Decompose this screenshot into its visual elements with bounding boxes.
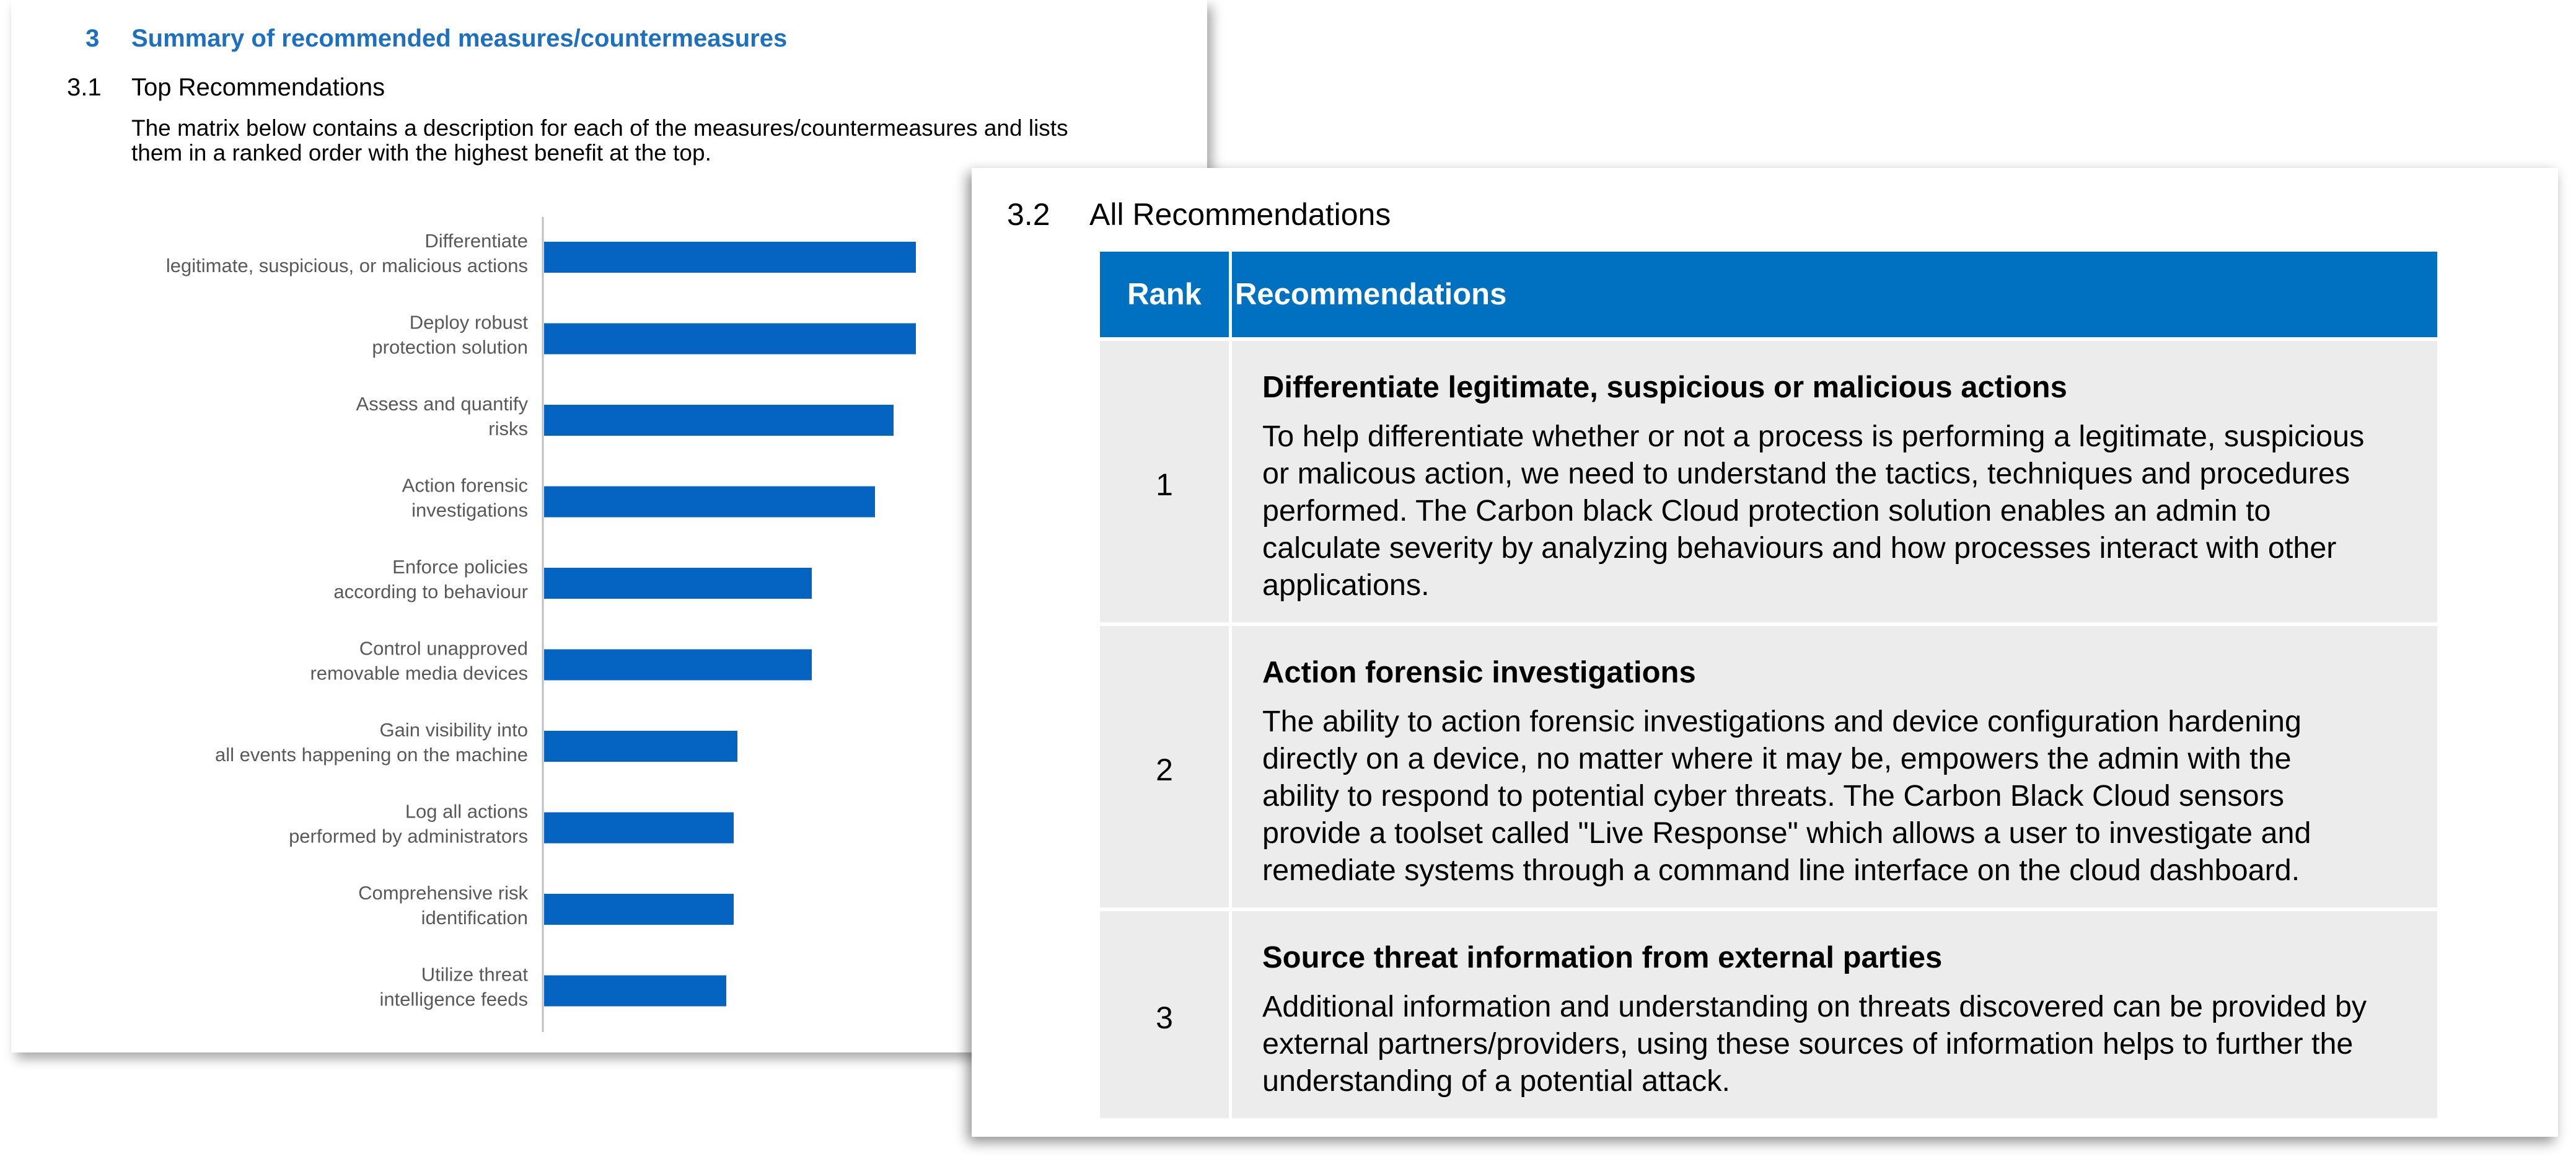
- subsection-heading-3-1: 3.1 Top Recommendations: [67, 74, 385, 102]
- chart-bar: [544, 894, 734, 925]
- intro-paragraph: The matrix below contains a description …: [131, 116, 1185, 165]
- category-label: Utilize threat: [421, 964, 529, 986]
- description-line: provide a toolset called "Live Response"…: [1262, 816, 2311, 850]
- description-line: Additional information and understanding…: [1262, 990, 2367, 1023]
- rank-cell: 3: [1100, 911, 1232, 1118]
- subsection-heading-3-2: 3.2 All Recommendations: [1007, 196, 1391, 232]
- recommendation-cell: Differentiate legitimate, suspicious or …: [1232, 341, 2437, 622]
- table-header-row: Rank Recommendations: [1100, 252, 2437, 337]
- category-label: Deploy robust: [410, 312, 529, 333]
- section-number: 3: [86, 25, 100, 52]
- recommendation-description: Additional information and understanding…: [1262, 988, 2431, 1100]
- category-label: protection solution: [372, 337, 528, 358]
- chart-bar: [544, 649, 812, 681]
- intro-line: them in a ranked order with the highest …: [131, 140, 711, 165]
- subsection-title: Top Recommendations: [131, 74, 385, 101]
- recommendation-cell: Source threat information from external …: [1232, 911, 2437, 1118]
- category-label: all events happening on the machine: [215, 744, 528, 766]
- table-row: 1 Differentiate legitimate, suspicious o…: [1100, 337, 2437, 622]
- category-label: risks: [488, 418, 528, 439]
- category-label: Assess and quantify: [356, 393, 529, 415]
- description-line: ability to respond to potential cyber th…: [1262, 779, 2284, 813]
- chart-bar: [544, 486, 875, 518]
- rank-column-header: Rank: [1100, 252, 1232, 337]
- subsection-title: All Recommendations: [1089, 197, 1391, 232]
- recommendation-cell: Action forensic investigations The abili…: [1232, 626, 2437, 907]
- category-label: Enforce policies: [392, 556, 528, 578]
- description-line: applications.: [1262, 568, 1430, 602]
- intro-line: The matrix below contains a description …: [131, 115, 1068, 141]
- section-title: Summary of recommended measures/counterm…: [131, 25, 788, 52]
- chart-bar: [544, 242, 916, 273]
- category-label: Comprehensive risk: [358, 882, 528, 904]
- chart-bar: [544, 975, 726, 1007]
- category-label: investigations: [411, 500, 528, 521]
- description-line: external partners/providers, using these…: [1262, 1027, 2354, 1061]
- description-line: To help differentiate whether or not a p…: [1262, 420, 2365, 453]
- chart-bar: [544, 731, 737, 762]
- description-line: calculate severity by analyzing behaviou…: [1262, 531, 2337, 565]
- section-heading: 3 Summary of recommended measures/counter…: [86, 25, 787, 53]
- recommendations-column-header: Recommendations: [1235, 278, 1507, 311]
- subsection-number: 3.2: [1007, 197, 1050, 232]
- recommendation-bar-chart: Differentiate legitimate, suspicious, or …: [166, 217, 916, 1032]
- rank-cell: 1: [1100, 341, 1232, 622]
- recommendations-table: Rank Recommendations 1 Differentiate leg…: [1100, 252, 2437, 1118]
- chart-bar: [544, 323, 916, 355]
- subsection-number: 3.1: [67, 74, 102, 101]
- category-label: intelligence feeds: [379, 989, 528, 1010]
- chart-bar: [544, 812, 734, 844]
- category-label: Gain visibility into: [380, 719, 528, 741]
- category-label: Action forensic: [402, 475, 528, 496]
- category-label: performed by administrators: [289, 826, 528, 847]
- recommendation-description: To help differentiate whether or not a p…: [1262, 418, 2431, 604]
- rank-cell: 2: [1100, 626, 1232, 907]
- recommendation-title: Action forensic investigations: [1262, 656, 1696, 689]
- description-line: performed. The Carbon black Cloud protec…: [1262, 494, 2271, 527]
- description-line: directly on a device, no matter where it…: [1262, 742, 2292, 775]
- description-line: The ability to action forensic investiga…: [1262, 705, 2301, 738]
- description-line: understanding of a potential attack.: [1262, 1064, 1730, 1098]
- table-row: 2 Action forensic investigations The abi…: [1100, 622, 2437, 907]
- recommendation-title: Source threat information from external …: [1262, 941, 1943, 974]
- all-recommendations-page: 3.2 All Recommendations Rank Recommendati…: [972, 168, 2558, 1137]
- recommendation-description: The ability to action forensic investiga…: [1262, 703, 2431, 889]
- category-label: legitimate, suspicious, or malicious act…: [166, 255, 528, 276]
- description-line: or malicous action, we need to understan…: [1262, 457, 2350, 490]
- chart-bar: [544, 568, 812, 599]
- category-label: according to behaviour: [333, 581, 528, 602]
- category-label: identification: [421, 907, 528, 929]
- category-label: Log all actions: [405, 801, 528, 823]
- table-row: 3 Source threat information from externa…: [1100, 907, 2437, 1118]
- recommendation-title: Differentiate legitimate, suspicious or …: [1262, 371, 2067, 404]
- category-label: Control unapproved: [359, 638, 528, 660]
- chart-bar: [544, 405, 894, 436]
- category-label: removable media devices: [310, 663, 528, 684]
- category-label: Differentiate: [424, 230, 528, 252]
- description-line: remediate systems through a command line…: [1262, 854, 2300, 887]
